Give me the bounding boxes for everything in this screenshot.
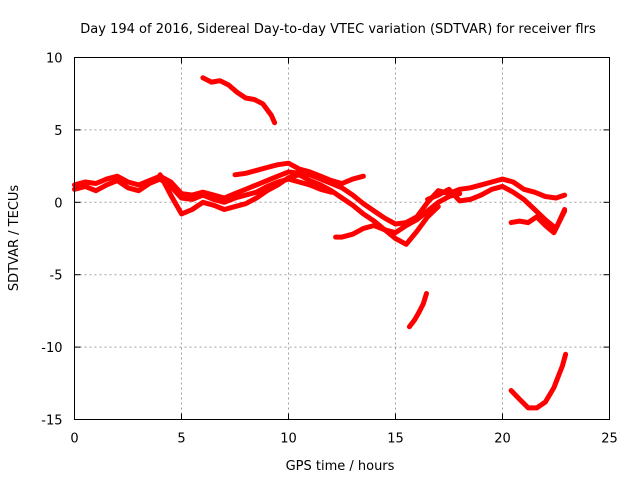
y-tick-label: -5	[50, 269, 63, 284]
series-track-d	[232, 160, 366, 186]
series-track-a	[72, 169, 568, 227]
series-track-g	[508, 208, 568, 236]
plot-frame	[74, 57, 610, 420]
chart-title: Day 194 of 2016, Sidereal Day-to-day VTE…	[80, 22, 596, 37]
y-tick-labels: 10 5 0 -5 -10 -15	[41, 52, 62, 429]
y-tick-label: -15	[41, 414, 62, 429]
series-track-j	[508, 351, 569, 411]
y-tick-label: 5	[54, 124, 62, 139]
x-tick-labels: 0 5 10 15 20 25	[70, 432, 617, 447]
x-tick-label: 25	[601, 432, 618, 447]
series-track-i	[406, 291, 429, 330]
plot-area	[72, 75, 569, 411]
x-tick-label: 20	[494, 432, 511, 447]
series-track-c	[157, 172, 441, 247]
y-tick-label: 0	[54, 196, 62, 211]
x-tick-label: 10	[280, 432, 297, 447]
x-tick-label: 0	[70, 432, 78, 447]
y-tick-label: -10	[41, 341, 62, 356]
y-tick-label: 10	[46, 52, 63, 67]
x-tick-label: 5	[177, 432, 185, 447]
series-track-h	[200, 75, 278, 126]
x-tick-label: 15	[387, 432, 404, 447]
series-track-f	[425, 183, 568, 231]
series-track-e	[333, 191, 463, 240]
y-axis-label: SDTVAR / TECUs	[7, 185, 22, 292]
x-axis-label: GPS time / hours	[286, 459, 395, 474]
